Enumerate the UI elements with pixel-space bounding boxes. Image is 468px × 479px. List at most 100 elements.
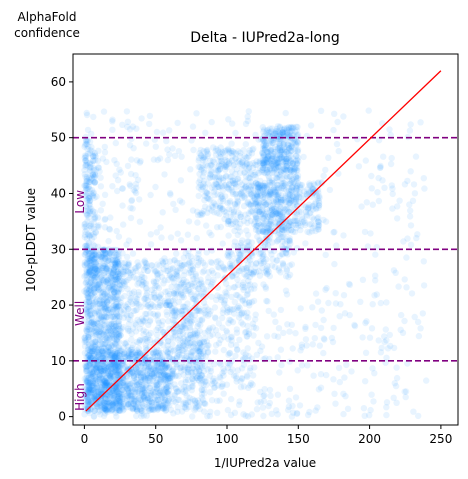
scatter-point bbox=[228, 157, 236, 164]
scatter-point bbox=[172, 312, 179, 319]
scatter-point bbox=[221, 182, 228, 189]
scatter-point bbox=[296, 402, 304, 409]
scatter-point bbox=[227, 177, 234, 185]
scatter-point bbox=[208, 161, 215, 169]
scatter-point bbox=[85, 270, 92, 277]
scatter-point bbox=[182, 285, 189, 293]
scatter-point bbox=[225, 351, 232, 358]
scatter-point bbox=[210, 188, 218, 195]
scatter-point bbox=[257, 398, 264, 406]
scatter-point bbox=[86, 342, 93, 349]
scatter-point bbox=[101, 373, 109, 381]
scatter-point bbox=[170, 279, 178, 286]
scatter-point bbox=[198, 279, 205, 286]
scatter-point bbox=[380, 153, 387, 160]
scatter-point bbox=[221, 264, 228, 272]
scatter-point bbox=[228, 395, 235, 403]
scatter-point bbox=[372, 277, 379, 284]
scatter-point bbox=[257, 249, 264, 257]
scatter-point bbox=[307, 122, 315, 129]
scatter-point bbox=[178, 289, 185, 297]
scatter-point bbox=[410, 408, 417, 415]
scatter-point bbox=[83, 327, 90, 335]
scatter-point bbox=[101, 149, 109, 156]
scatter-point bbox=[316, 342, 323, 349]
scatter-point bbox=[111, 392, 118, 399]
scatter-point bbox=[111, 260, 119, 267]
scatter-point bbox=[85, 374, 92, 381]
scatter-point bbox=[263, 155, 271, 162]
scatter-point bbox=[95, 371, 102, 378]
scatter-point bbox=[276, 141, 283, 148]
scatter-point bbox=[89, 314, 96, 322]
scatter-point bbox=[104, 293, 111, 300]
scatter-point bbox=[107, 399, 114, 406]
scatter-point bbox=[99, 350, 106, 357]
scatter-point bbox=[300, 153, 307, 161]
scatter-point bbox=[101, 361, 109, 368]
scatter-point bbox=[396, 197, 403, 204]
scatter-point bbox=[401, 317, 408, 325]
scatter-point bbox=[196, 327, 203, 335]
scatter-point bbox=[332, 400, 339, 407]
scatter-point bbox=[157, 337, 164, 345]
scatter-point bbox=[407, 121, 414, 128]
scatter-point bbox=[179, 199, 186, 206]
scatter-point bbox=[90, 329, 97, 336]
scatter-point bbox=[110, 360, 118, 367]
scatter-point bbox=[167, 346, 174, 353]
scatter-point bbox=[99, 254, 106, 262]
scatter-point bbox=[103, 303, 110, 311]
scatter-point bbox=[105, 246, 112, 253]
scatter-point bbox=[383, 354, 390, 361]
scatter-point bbox=[272, 318, 279, 325]
scatter-point bbox=[166, 355, 174, 362]
scatter-point bbox=[83, 182, 90, 189]
scatter-point bbox=[87, 284, 94, 292]
scatter-point bbox=[85, 294, 92, 301]
scatter-point bbox=[89, 148, 96, 155]
scatter-point bbox=[96, 312, 103, 319]
scatter-point bbox=[97, 381, 105, 388]
scatter-point bbox=[260, 281, 267, 288]
scatter-point bbox=[112, 401, 119, 408]
scatter-point bbox=[87, 348, 94, 355]
scatter-point bbox=[108, 260, 115, 268]
scatter-point bbox=[162, 299, 169, 307]
scatter-point bbox=[283, 291, 291, 298]
scatter-point bbox=[112, 261, 119, 269]
scatter-point bbox=[330, 376, 337, 383]
scatter-point bbox=[94, 243, 102, 250]
scatter-point bbox=[81, 390, 89, 398]
scatter-point bbox=[116, 166, 123, 173]
scatter-point bbox=[275, 325, 283, 332]
scatter-point bbox=[86, 388, 93, 395]
scatter-point bbox=[104, 307, 112, 314]
scatter-point bbox=[88, 369, 96, 376]
scatter-point bbox=[89, 252, 97, 259]
scatter-point bbox=[113, 227, 120, 235]
scatter-point bbox=[113, 256, 121, 263]
scatter-point bbox=[243, 264, 251, 272]
scatter-point bbox=[124, 123, 131, 130]
scatter-point bbox=[83, 266, 90, 273]
scatter-point bbox=[214, 263, 221, 271]
scatter-point bbox=[251, 161, 259, 168]
scatter-point bbox=[190, 331, 197, 338]
scatter-point bbox=[200, 180, 207, 187]
scatter-point bbox=[409, 197, 417, 204]
scatter-point bbox=[100, 251, 107, 258]
y-tick-label: 10 bbox=[51, 354, 66, 368]
scatter-point bbox=[244, 242, 251, 250]
scatter-point bbox=[207, 174, 214, 181]
scatter-point bbox=[123, 108, 131, 115]
scatter-point bbox=[204, 146, 211, 154]
scatter-point bbox=[217, 144, 224, 151]
scatter-point bbox=[128, 196, 136, 204]
scatter-point bbox=[151, 406, 158, 413]
band-label: Well bbox=[73, 301, 87, 326]
scatter-point bbox=[115, 259, 122, 266]
scatter-point bbox=[274, 391, 282, 398]
scatter-point bbox=[264, 270, 271, 277]
